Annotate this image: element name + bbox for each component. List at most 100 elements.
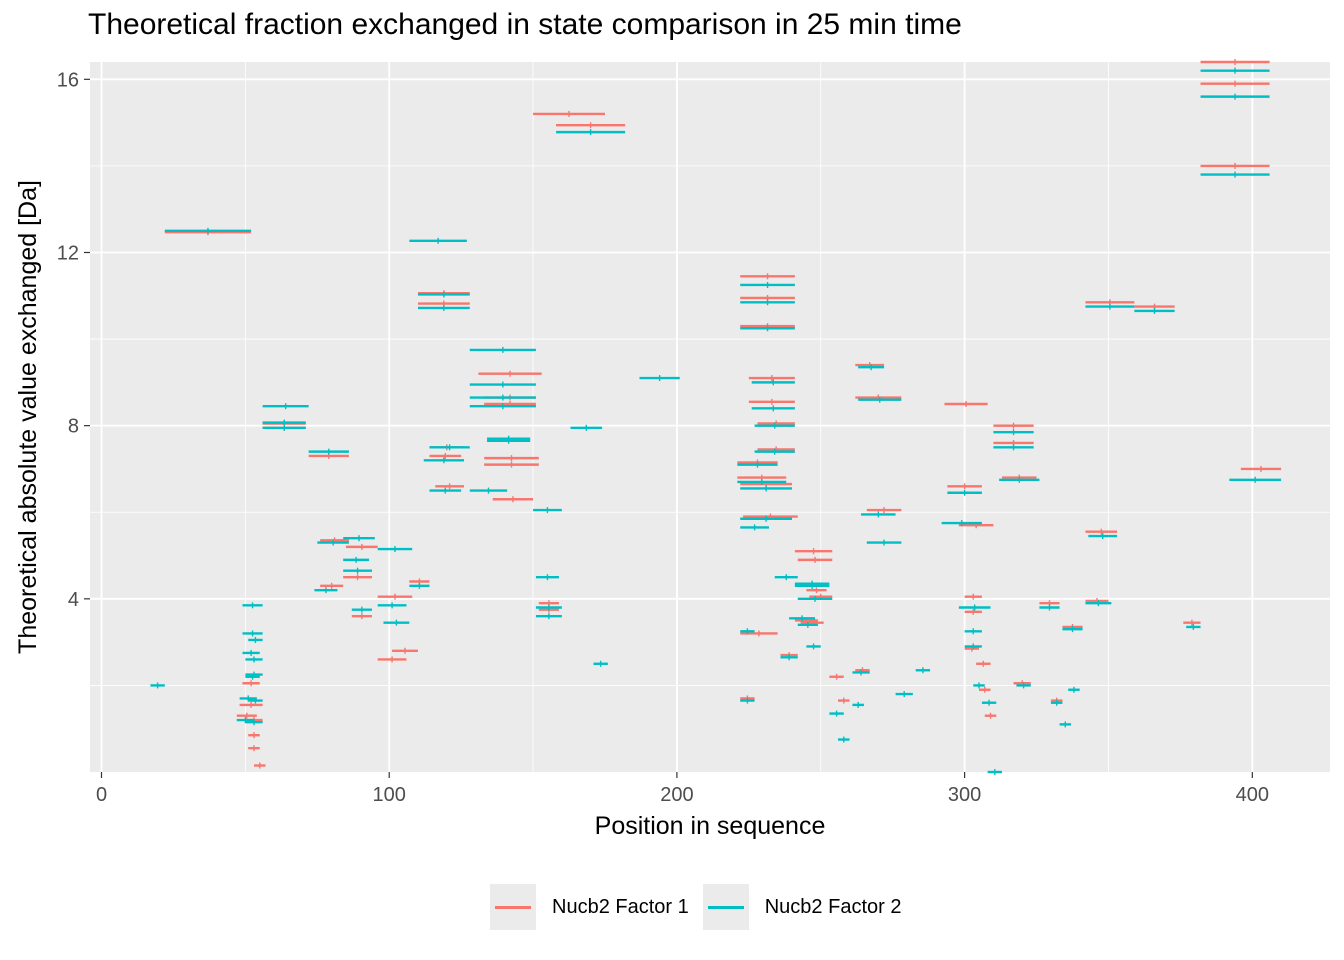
segment-factor-2	[866, 539, 902, 546]
segment-factor-2	[754, 448, 795, 455]
segment-factor-1	[1240, 465, 1282, 472]
legend: Nucb2 Factor 1 Nucb2 Factor 2	[490, 884, 915, 930]
segment-factor-2	[1085, 600, 1112, 607]
data-segments	[150, 59, 1282, 775]
segment-factor-2	[1068, 686, 1080, 693]
segment-factor-2	[797, 621, 818, 628]
segment-factor-1	[797, 556, 833, 563]
segment-factor-2	[469, 487, 508, 494]
segment-factor-2	[973, 682, 985, 689]
segment-factor-1	[993, 422, 1034, 429]
segment-factor-2	[469, 381, 536, 388]
segment-factor-2	[852, 701, 864, 708]
legend-key-factor-2	[702, 884, 749, 930]
segment-factor-2	[383, 619, 410, 626]
segment-factor-1	[794, 548, 833, 555]
segment-factor-2	[409, 582, 430, 589]
segment-factor-1	[478, 370, 542, 377]
segment-factor-1	[964, 593, 982, 600]
segment-factor-2	[829, 710, 844, 717]
segment-factor-2	[895, 691, 913, 698]
segment-factor-2	[262, 403, 309, 410]
segment-factor-2	[737, 461, 778, 468]
segment-factor-2	[639, 375, 680, 382]
y-axis-title: Theoretical absolute value exchanged [Da…	[14, 180, 42, 654]
segment-factor-2	[794, 582, 830, 589]
segment-factor-2	[593, 660, 608, 667]
segment-factor-2	[740, 485, 792, 492]
segment-factor-2	[262, 424, 306, 431]
segment-factor-2	[417, 291, 470, 298]
y-tick-label: 12	[57, 242, 79, 264]
chart-title: Theoretical fraction exchanged in state …	[88, 8, 962, 41]
segment-factor-2	[1085, 303, 1135, 310]
segment-factor-2	[740, 524, 769, 531]
segment-factor-2	[248, 697, 263, 704]
segment-factor-1	[1200, 80, 1270, 87]
segment-factor-2	[774, 574, 798, 581]
segment-factor-2	[343, 556, 370, 563]
segment-factor-2	[377, 602, 407, 609]
segment-factor-1	[984, 712, 997, 719]
segment-factor-2	[242, 630, 263, 637]
segment-factor-1	[320, 582, 344, 589]
y-tick-label: 8	[68, 416, 79, 438]
segment-factor-2	[981, 699, 997, 706]
segment-factor-2	[1200, 67, 1270, 74]
segment-factor-2	[852, 669, 870, 676]
segment-factor-1	[484, 461, 539, 468]
segment-factor-1	[944, 401, 988, 408]
segment-factor-1	[351, 613, 372, 620]
segment-factor-2	[740, 697, 755, 704]
segment-factor-2	[317, 539, 349, 546]
segment-factor-1	[964, 608, 982, 615]
segment-factor-1	[435, 483, 465, 490]
segment-factor-1	[1200, 162, 1270, 169]
segment-factor-1	[806, 587, 827, 594]
segment-factor-1	[976, 660, 991, 667]
segment-factor-2	[469, 403, 536, 410]
segment-factor-2	[417, 304, 470, 311]
segment-factor-2	[423, 457, 465, 464]
segment-factor-2	[245, 719, 263, 726]
segment-factor-1	[236, 712, 257, 719]
segment-factor-2	[535, 574, 559, 581]
segment-factor-2	[838, 736, 850, 743]
segment-factor-1	[533, 110, 605, 117]
segment-factor-1	[740, 630, 778, 637]
segment-factor-2	[740, 515, 792, 522]
segment-factor-2	[245, 673, 260, 680]
segment-factor-2	[1200, 93, 1270, 100]
segment-factor-2	[941, 520, 982, 527]
y-tick-label: 16	[57, 69, 79, 91]
grid-minor	[90, 62, 1330, 772]
segment-factor-2	[429, 444, 470, 451]
segment-factor-1	[829, 673, 844, 680]
y-tick-label: 4	[68, 589, 79, 611]
legend-item-factor-1: Nucb2 Factor 1	[490, 884, 689, 930]
legend-item-factor-2: Nucb2 Factor 2	[702, 884, 902, 930]
segment-factor-2	[1186, 623, 1201, 630]
segment-factor-2	[751, 379, 795, 386]
segment-factor-1	[1085, 528, 1118, 535]
segment-factor-1	[947, 483, 982, 490]
x-tick-label: 0	[96, 784, 107, 806]
segment-factor-1	[377, 593, 413, 600]
segment-factor-2	[740, 628, 755, 635]
segment-factor-2	[469, 346, 536, 353]
segment-factor-2	[1088, 533, 1118, 540]
segment-factor-2	[858, 396, 902, 403]
segment-factor-1	[979, 686, 991, 693]
segment-factor-1	[377, 656, 407, 663]
x-axis-title: Position in sequence	[595, 812, 826, 840]
segment-factor-2	[535, 613, 562, 620]
segment-factor-1	[556, 122, 626, 129]
segment-factor-2	[993, 444, 1034, 451]
segment-factor-2	[343, 535, 375, 542]
segment-factor-1	[392, 647, 418, 654]
legend-label-factor-2: Nucb2 Factor 2	[764, 895, 902, 918]
segment-factor-2	[780, 654, 798, 661]
legend-label-factor-1: Nucb2 Factor 1	[552, 895, 689, 918]
segment-factor-1	[253, 762, 266, 769]
segment-factor-2	[999, 476, 1040, 483]
